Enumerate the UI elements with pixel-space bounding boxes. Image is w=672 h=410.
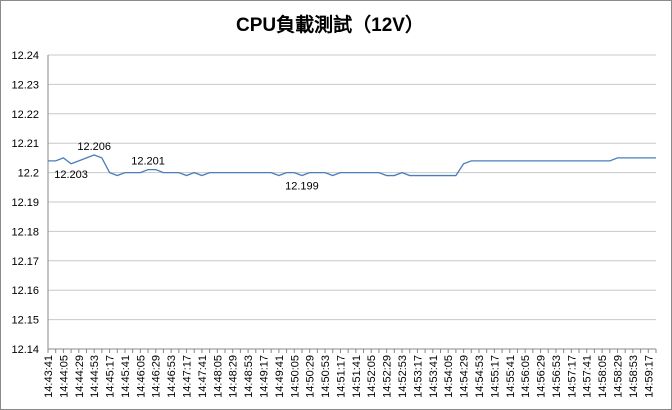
- x-tick-label: 14:51:17: [335, 355, 347, 398]
- x-tick-label: 14:51:41: [351, 355, 363, 398]
- x-tick-label: 14:46:53: [166, 355, 178, 398]
- data-label: 12.203: [54, 169, 88, 181]
- x-tick-label: 14:57:17: [566, 355, 578, 398]
- x-tick-label: 14:46:29: [151, 355, 163, 398]
- x-tick-label: 14:47:17: [182, 355, 194, 398]
- data-label: 12.201: [131, 156, 165, 168]
- y-tick-label: 12.14: [11, 344, 39, 356]
- x-tick-label: 14:53:17: [412, 355, 424, 398]
- x-tick-label: 14:45:17: [105, 355, 117, 398]
- x-tick-label: 14:54:05: [443, 355, 455, 398]
- y-tick-label: 12.15: [11, 315, 39, 327]
- x-tick-label: 14:57:41: [582, 355, 594, 398]
- x-tick-label: 14:48:29: [228, 355, 240, 398]
- data-line: [48, 154, 656, 177]
- x-tick-label: 14:50:29: [305, 355, 317, 398]
- y-tick-label: 12.17: [11, 256, 39, 268]
- x-tick-label: 14:50:53: [320, 355, 332, 398]
- x-tick-label: 14:46:05: [135, 355, 147, 398]
- x-tick-label: 14:45:41: [120, 355, 132, 398]
- x-tick-label: 14:58:05: [597, 355, 609, 398]
- x-tick-label: 14:56:53: [551, 355, 563, 398]
- x-tick-label: 14:55:41: [505, 355, 517, 398]
- x-tick-label: 14:52:05: [366, 355, 378, 398]
- x-tick-label: 14:54:53: [474, 355, 486, 398]
- x-tick-label: 14:56:29: [536, 355, 548, 398]
- data-label: 12.199: [285, 181, 319, 193]
- x-tick-label: 14:48:05: [212, 355, 224, 398]
- y-tick-label: 12.24: [11, 50, 39, 62]
- y-tick-label: 12.18: [11, 226, 39, 238]
- x-tick-label: 14:54:29: [459, 355, 471, 398]
- x-tick-label: 14:49:17: [258, 355, 270, 398]
- x-tick-label: 14:59:17: [643, 355, 655, 398]
- x-tick-label: 14:55:17: [489, 355, 501, 398]
- x-tick-label: 14:47:41: [197, 355, 209, 398]
- x-tick-label: 14:48:53: [243, 355, 255, 398]
- x-tick-label: 14:56:05: [520, 355, 532, 398]
- x-tick-label: 14:53:41: [428, 355, 440, 398]
- y-tick-label: 12.21: [11, 138, 39, 150]
- x-tick-label: 14:52:53: [397, 355, 409, 398]
- data-label: 12.206: [77, 141, 111, 153]
- x-tick-label: 14:58:29: [613, 355, 625, 398]
- y-tick-label: 12.16: [11, 285, 39, 297]
- x-tick-label: 14:50:05: [289, 355, 301, 398]
- x-tick-label: 14:44:05: [58, 355, 70, 398]
- y-tick-label: 12.22: [11, 109, 39, 121]
- y-tick-label: 12.2: [18, 168, 39, 180]
- y-tick-label: 12.23: [11, 79, 39, 91]
- chart-title: CPU負載測試（12V）: [236, 13, 424, 36]
- x-tick-label: 14:49:41: [274, 355, 286, 398]
- x-tick-label: 14:44:29: [74, 355, 86, 398]
- x-tick-label: 14:58:53: [628, 355, 640, 398]
- x-tick-label: 14:52:29: [382, 355, 394, 398]
- y-tick-label: 12.19: [11, 197, 39, 209]
- x-tick-label: 14:43:41: [43, 355, 55, 398]
- x-tick-label: 14:44:53: [89, 355, 101, 398]
